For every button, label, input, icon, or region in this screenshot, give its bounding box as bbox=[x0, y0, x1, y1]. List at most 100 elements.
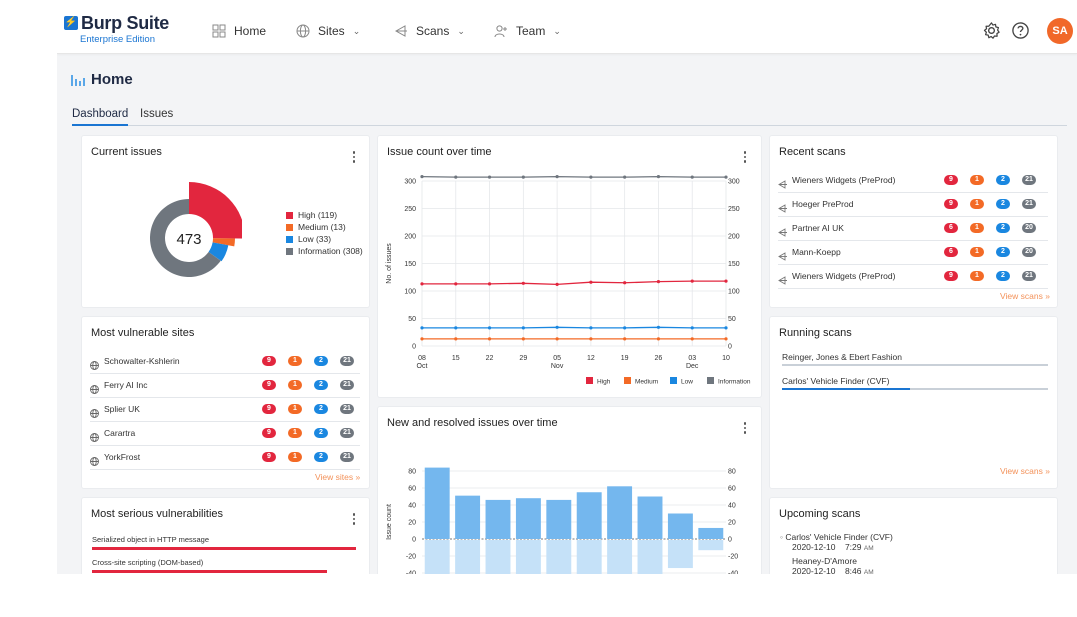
medium-count-badge: 1 bbox=[970, 175, 984, 185]
nav-team[interactable]: Team ⌄ bbox=[494, 22, 561, 40]
donut-slice-low bbox=[208, 242, 229, 262]
more-options-icon[interactable] bbox=[351, 513, 357, 527]
list-item[interactable]: Wieners Widgets (PreProd) 9 1 2 21 bbox=[778, 170, 1048, 193]
info-count-badge: 21 bbox=[1022, 199, 1036, 209]
bar-resolved bbox=[485, 540, 511, 574]
y-tick-label-left: 0 bbox=[412, 537, 416, 544]
list-item[interactable]: Wieners Widgets (PreProd) 9 1 2 21 bbox=[778, 266, 1048, 289]
list-item[interactable]: Mann-Koepp 6 1 2 20 bbox=[778, 242, 1048, 265]
vulnerability-name[interactable]: Serialized object in HTTP message bbox=[92, 535, 209, 544]
vulnerability-bar bbox=[92, 570, 327, 573]
gear-icon[interactable] bbox=[982, 21, 1001, 40]
data-point-low bbox=[656, 325, 661, 329]
series-line-high bbox=[422, 280, 726, 286]
nav-sites-label: Sites bbox=[318, 24, 345, 38]
scan-icon bbox=[778, 272, 787, 285]
y-tick-label-right: 300 bbox=[728, 179, 740, 186]
list-item-name: YorkFrost bbox=[104, 452, 141, 462]
nav-team-label: Team bbox=[516, 24, 546, 38]
list-item[interactable]: Schowalter-Kshlerin 9 1 2 21 bbox=[90, 351, 360, 374]
data-point-high bbox=[724, 279, 728, 283]
list-item-name: Schowalter-Kshlerin bbox=[104, 356, 180, 366]
more-options-icon[interactable] bbox=[742, 151, 748, 165]
data-point-medium bbox=[521, 337, 525, 341]
list-item[interactable]: Partner AI UK 6 1 2 20 bbox=[778, 218, 1048, 241]
data-point-high bbox=[487, 282, 492, 286]
info-count-badge: 20 bbox=[1022, 223, 1036, 233]
nav-scans[interactable]: Scans ⌄ bbox=[394, 22, 465, 40]
running-scan-row[interactable]: Carlos' Vehicle Finder (CVF) bbox=[780, 376, 1048, 386]
data-point-low bbox=[420, 326, 424, 330]
list-item[interactable]: Ferry AI Inc 9 1 2 21 bbox=[90, 375, 360, 398]
list-item[interactable]: YorkFrost 9 1 2 21 bbox=[90, 447, 360, 470]
vulnerability-name[interactable]: Cross-site scripting (DOM-based) bbox=[92, 558, 204, 567]
scan-icon bbox=[778, 176, 787, 189]
y-tick-label-left: 60 bbox=[408, 486, 416, 493]
data-point-info bbox=[589, 175, 593, 179]
list-item[interactable]: Hoeger PreProd 9 1 2 21 bbox=[778, 194, 1048, 217]
upcoming-scan-datetime: 2020-12-10 7:29 AM bbox=[792, 542, 874, 552]
data-point-high bbox=[690, 279, 694, 283]
upcoming-scan-row[interactable]: Heaney-D'Amore 2020-12-10 8:46 AM bbox=[780, 556, 874, 574]
card-title: Most serious vulnerabilities bbox=[91, 508, 224, 520]
high-count-badge: 9 bbox=[944, 175, 958, 185]
series-line-low bbox=[422, 326, 726, 329]
list-item[interactable]: Carartra 9 1 2 21 bbox=[90, 423, 360, 446]
high-count-badge: 9 bbox=[262, 452, 276, 462]
nav-sites[interactable]: Sites ⌄ bbox=[296, 22, 360, 40]
scan-icon bbox=[778, 200, 787, 213]
user-avatar[interactable]: SA bbox=[1047, 18, 1073, 44]
most-vulnerable-sites-card: Most vulnerable sites Schowalter-Kshleri… bbox=[82, 317, 369, 488]
running-scan-row[interactable]: Reinger, Jones & Ebert Fashion bbox=[780, 352, 1048, 362]
more-options-icon[interactable] bbox=[742, 422, 748, 436]
tab-dashboard[interactable]: Dashboard bbox=[72, 108, 129, 126]
running-scan-name: Reinger, Jones & Ebert Fashion bbox=[782, 352, 903, 362]
info-count-badge: 20 bbox=[1022, 247, 1036, 257]
low-count-badge: 2 bbox=[996, 223, 1010, 233]
nav-home[interactable]: Home bbox=[212, 22, 266, 40]
tab-issues[interactable]: Issues bbox=[140, 108, 174, 120]
legend-swatch-medium bbox=[624, 377, 631, 384]
dashboard-tabs: Dashboard Issues bbox=[72, 108, 1067, 126]
y-tick-label-left: 40 bbox=[408, 503, 416, 510]
legend-high-label: High (119) bbox=[298, 210, 338, 220]
upcoming-scan-row[interactable]: ◦ Carlos' Vehicle Finder (CVF) 2020-12-1… bbox=[780, 532, 893, 552]
info-count-badge: 21 bbox=[340, 452, 354, 462]
view-scans-link[interactable]: View scans » bbox=[1000, 291, 1050, 301]
info-count-badge: 21 bbox=[1022, 271, 1036, 281]
scan-progress-track bbox=[782, 364, 1048, 366]
medium-count-badge: 1 bbox=[288, 452, 302, 462]
medium-count-badge: 1 bbox=[970, 199, 984, 209]
y-tick-label-left: -40 bbox=[406, 571, 416, 575]
y-tick-label-left: 0 bbox=[412, 344, 416, 351]
bar-resolved bbox=[424, 540, 450, 574]
donut-slice-info bbox=[150, 199, 221, 277]
x-tick-label: 10 bbox=[722, 355, 730, 362]
medium-count-badge: 1 bbox=[288, 428, 302, 438]
legend-medium-label: Medium (13) bbox=[298, 222, 346, 232]
data-point-info bbox=[420, 175, 424, 179]
data-point-medium bbox=[454, 337, 458, 341]
page-title: Home bbox=[91, 71, 133, 88]
list-item[interactable]: Splier UK 9 1 2 21 bbox=[90, 399, 360, 422]
view-scans-link[interactable]: View scans » bbox=[1000, 466, 1050, 476]
y-tick-label-left: -20 bbox=[406, 554, 416, 561]
globe-icon bbox=[90, 405, 99, 418]
data-point-info bbox=[690, 175, 694, 179]
more-options-icon[interactable] bbox=[351, 151, 357, 165]
bar-resolved bbox=[667, 540, 693, 569]
bar-new bbox=[424, 467, 450, 539]
data-point-low bbox=[724, 326, 728, 330]
high-count-badge: 9 bbox=[262, 380, 276, 390]
y-tick-label-right: -40 bbox=[728, 571, 738, 575]
help-icon[interactable] bbox=[1011, 21, 1030, 40]
donut-slice-medium bbox=[212, 238, 235, 247]
x-tick-label: 22 bbox=[486, 355, 494, 362]
low-count-badge: 2 bbox=[996, 271, 1010, 281]
donut-slice-high bbox=[189, 182, 242, 239]
high-count-badge: 9 bbox=[262, 356, 276, 366]
bar-resolved bbox=[698, 540, 724, 551]
list-item-name: Wieners Widgets (PreProd) bbox=[792, 271, 896, 281]
view-sites-link[interactable]: View sites » bbox=[315, 472, 361, 482]
